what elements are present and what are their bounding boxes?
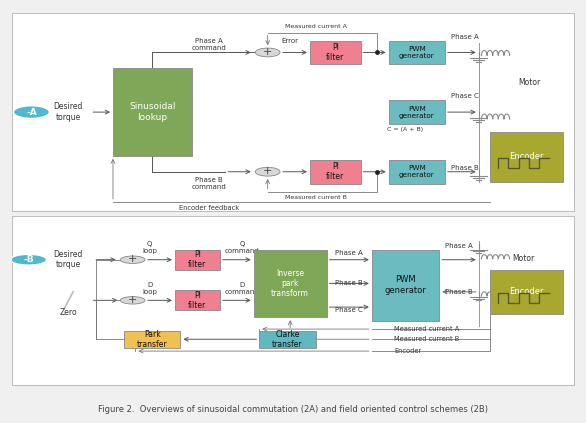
FancyBboxPatch shape xyxy=(490,270,563,314)
FancyBboxPatch shape xyxy=(175,290,220,310)
Text: -A: -A xyxy=(26,107,37,117)
Circle shape xyxy=(120,256,145,264)
Text: Park
transfer: Park transfer xyxy=(137,330,168,349)
Text: Encoder: Encoder xyxy=(394,348,421,354)
Text: Q
loop: Q loop xyxy=(142,242,157,254)
Text: +: + xyxy=(128,295,137,305)
FancyBboxPatch shape xyxy=(372,250,440,321)
Text: Q
command: Q command xyxy=(225,242,260,254)
Text: Measured current B: Measured current B xyxy=(394,336,459,342)
Circle shape xyxy=(13,106,49,118)
Text: PI
filter: PI filter xyxy=(326,43,345,62)
FancyBboxPatch shape xyxy=(259,331,315,348)
Text: C = (A + B): C = (A + B) xyxy=(387,127,424,132)
Text: Phase C: Phase C xyxy=(451,93,478,99)
Text: +: + xyxy=(263,47,272,57)
Text: Encoder: Encoder xyxy=(509,287,544,297)
Text: Phase B
command: Phase B command xyxy=(191,177,226,190)
Text: Inverse
park
transform: Inverse park transform xyxy=(271,269,309,298)
Circle shape xyxy=(120,297,145,304)
FancyBboxPatch shape xyxy=(389,160,445,184)
FancyBboxPatch shape xyxy=(124,331,180,348)
Text: Desired
torque: Desired torque xyxy=(53,250,83,269)
Text: Measured current A: Measured current A xyxy=(285,24,346,29)
FancyBboxPatch shape xyxy=(490,132,563,182)
Text: Sinusoidal
lookup: Sinusoidal lookup xyxy=(129,102,176,122)
Text: PI
filter: PI filter xyxy=(326,162,345,181)
Text: +: + xyxy=(263,166,272,176)
Text: Phase B: Phase B xyxy=(335,280,363,286)
Text: Measured current A: Measured current A xyxy=(394,326,459,332)
Text: Clarke
transfer: Clarke transfer xyxy=(272,330,303,349)
Text: PWM
generator: PWM generator xyxy=(399,46,435,59)
Text: PWM
generator: PWM generator xyxy=(384,275,427,295)
Text: D
loop: D loop xyxy=(142,282,157,295)
Text: Motor: Motor xyxy=(518,78,540,87)
Text: Phase B: Phase B xyxy=(451,165,478,171)
Text: Encoder: Encoder xyxy=(509,152,544,161)
Text: +: + xyxy=(128,254,137,264)
Text: PWM
generator: PWM generator xyxy=(399,165,435,178)
Text: Measured current B: Measured current B xyxy=(285,195,346,200)
Text: PWM
generator: PWM generator xyxy=(399,106,435,118)
Text: Zero: Zero xyxy=(59,308,77,317)
FancyBboxPatch shape xyxy=(113,69,192,156)
Circle shape xyxy=(11,254,47,265)
FancyBboxPatch shape xyxy=(389,41,445,64)
FancyBboxPatch shape xyxy=(389,100,445,124)
Text: Desired
torque: Desired torque xyxy=(53,102,83,122)
Circle shape xyxy=(255,48,280,57)
Text: PI
filter: PI filter xyxy=(188,291,206,310)
Text: Phase C: Phase C xyxy=(335,308,363,313)
Text: /: / xyxy=(64,290,71,310)
Text: PI
filter: PI filter xyxy=(188,250,206,269)
Text: Phase B: Phase B xyxy=(445,289,473,295)
FancyBboxPatch shape xyxy=(254,250,327,317)
Text: Figure 2.  Overviews of sinusoidal commutation (2A) and field oriented control s: Figure 2. Overviews of sinusoidal commut… xyxy=(98,405,488,414)
Text: Motor: Motor xyxy=(513,253,535,263)
Text: Phase A
command: Phase A command xyxy=(191,38,226,51)
Text: Encoder feedback: Encoder feedback xyxy=(179,205,239,211)
Text: Phase A: Phase A xyxy=(445,243,473,249)
Text: Phase A: Phase A xyxy=(451,33,478,39)
FancyBboxPatch shape xyxy=(310,160,360,184)
FancyBboxPatch shape xyxy=(175,250,220,270)
Text: -B: -B xyxy=(23,255,34,264)
Text: Phase A: Phase A xyxy=(335,250,363,256)
FancyBboxPatch shape xyxy=(310,41,360,64)
Text: D
command: D command xyxy=(225,282,260,295)
Circle shape xyxy=(255,168,280,176)
Text: Error: Error xyxy=(282,38,299,44)
